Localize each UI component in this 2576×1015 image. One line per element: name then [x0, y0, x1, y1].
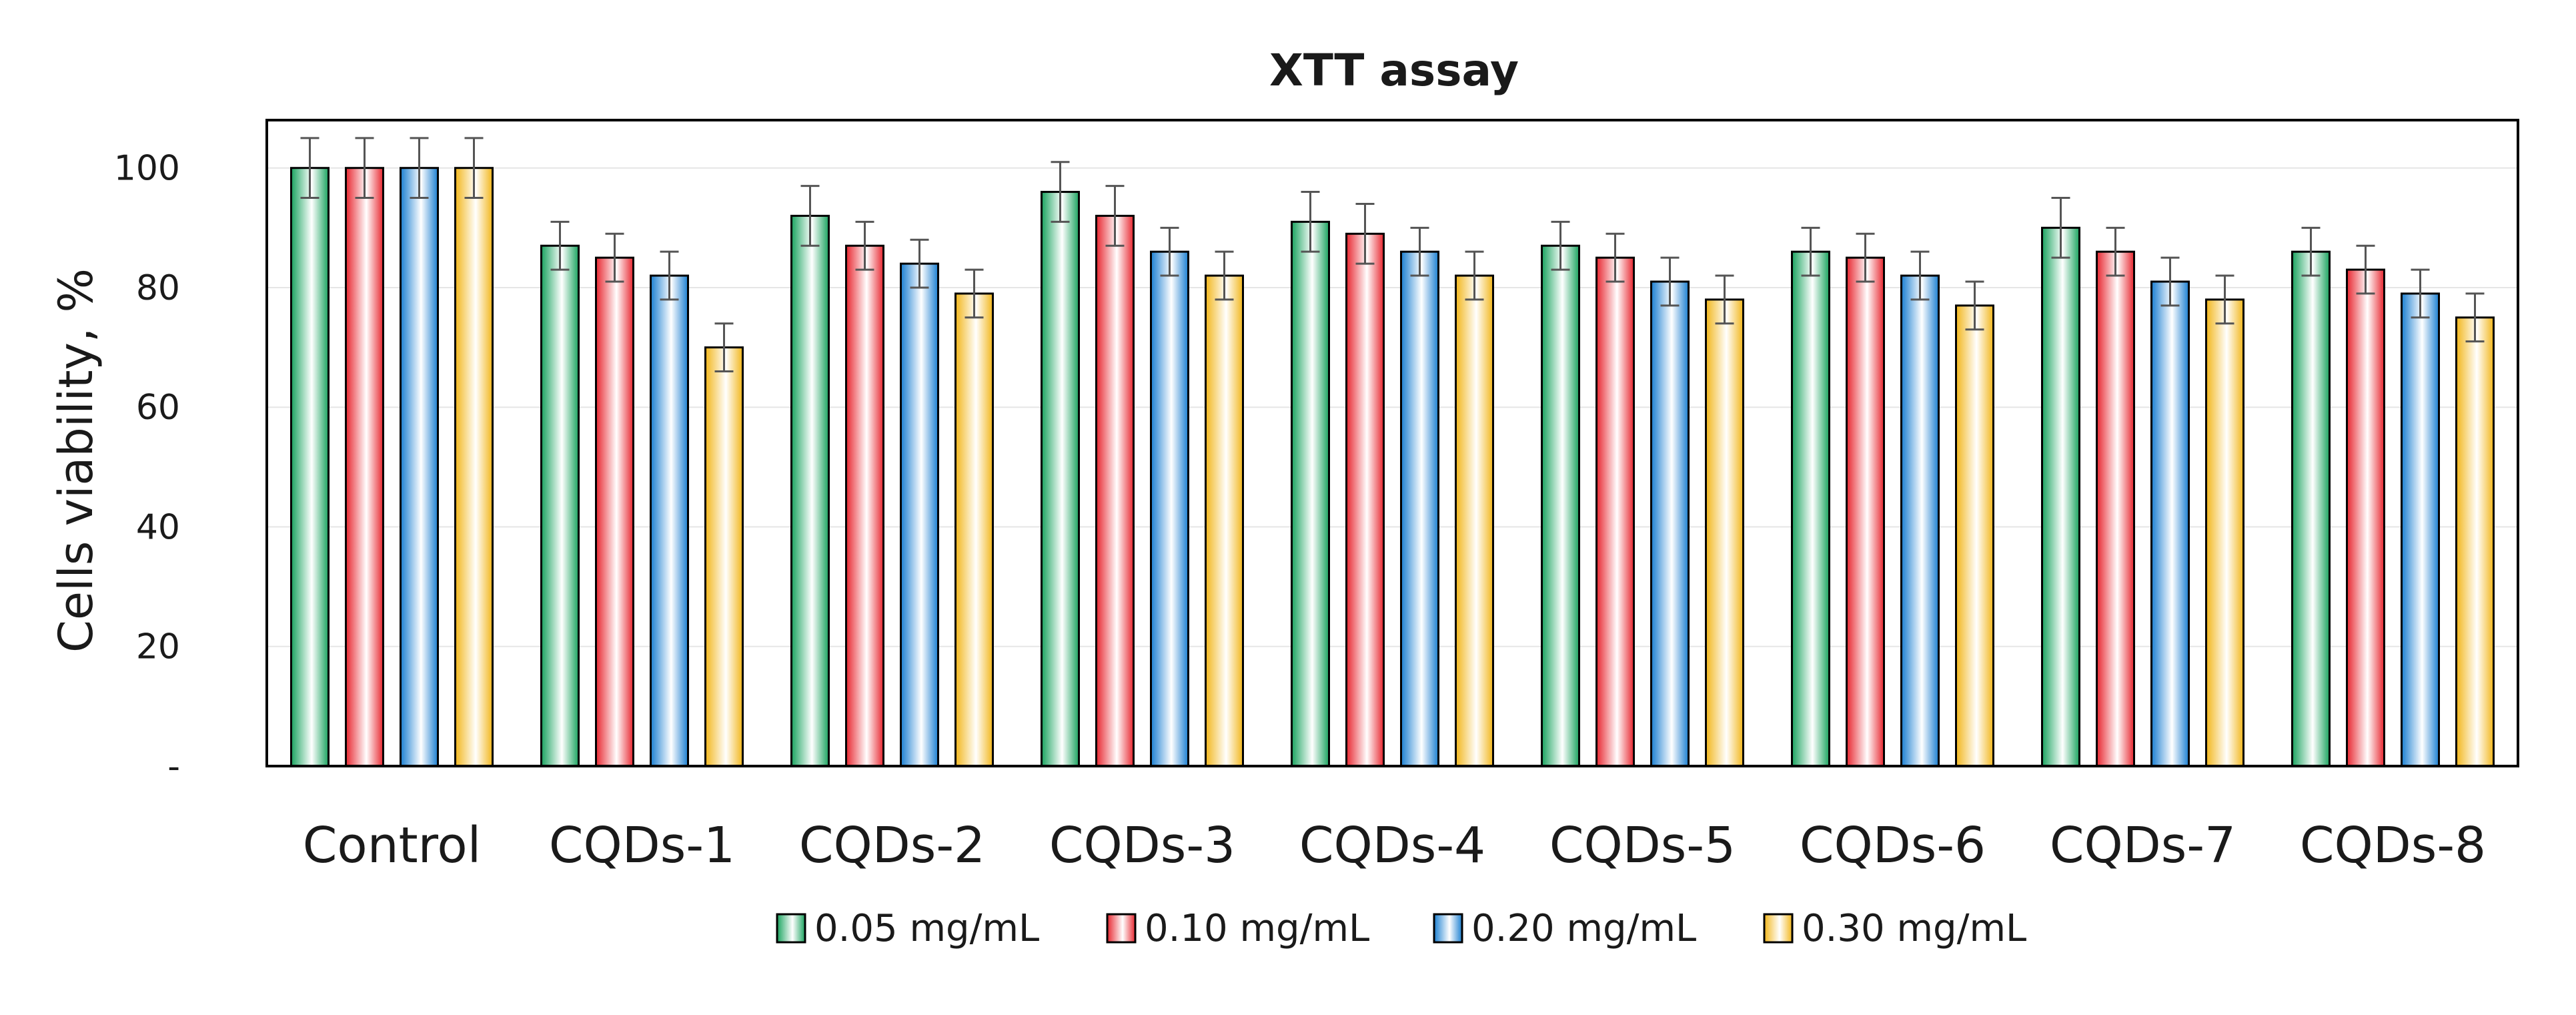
bar-control-3: [454, 167, 494, 767]
bar-cqds-3-1: [1095, 214, 1135, 767]
bar-cqds-3-3: [1205, 274, 1244, 767]
x-category-label: CQDs-6: [1800, 817, 1986, 874]
bar-cqds-7-1: [2096, 250, 2135, 767]
legend-swatch: [776, 913, 806, 944]
y-tick-label: 60: [136, 388, 180, 428]
x-category-labels: Control CQDs-1 CQDs-2 CQDs-3 CQDs-4 CQDs-5 CQD…: [303, 817, 2486, 874]
bar-cqds-2-0: [790, 214, 830, 767]
bar-cqds-4-0: [1291, 220, 1330, 767]
x-category-label: CQDs-3: [1049, 817, 1235, 874]
legend-label: 0.10 mg/mL: [1145, 907, 1369, 950]
bar-cqds-1-1: [595, 256, 634, 767]
legend-item: 0.20 mg/mL: [1433, 907, 1696, 950]
legend-item: 0.10 mg/mL: [1106, 907, 1369, 950]
bar-cqds-1-2: [650, 274, 689, 767]
bar-cqds-5-0: [1541, 244, 1580, 767]
bar-cqds-3-0: [1041, 191, 1080, 767]
bar-cqds-7-2: [2150, 280, 2190, 767]
x-category-label: CQDs-1: [549, 817, 735, 874]
bar-cqds-2-3: [954, 292, 994, 767]
y-tick-label: -: [167, 747, 180, 787]
bar-cqds-1-3: [704, 346, 744, 767]
bar-cqds-3-2: [1150, 250, 1189, 767]
bar-series: [290, 137, 2495, 767]
x-category-label: CQDs-7: [2050, 817, 2236, 874]
legend-swatch: [1763, 913, 1794, 944]
x-category-label: CQDs-5: [1549, 817, 1736, 874]
bar-control-1: [345, 167, 384, 767]
legend-label: 0.05 mg/mL: [814, 907, 1039, 950]
legend-swatch: [1433, 913, 1463, 944]
bar-cqds-4-2: [1400, 250, 1439, 767]
x-category-label: CQDs-4: [1299, 817, 1485, 874]
y-axis-label: Cells viability, %: [49, 268, 103, 653]
plot-area-frame: [265, 119, 2519, 767]
legend-label: 0.20 mg/mL: [1471, 907, 1696, 950]
gridlines: [267, 167, 2518, 647]
x-category-label: CQDs-8: [2300, 817, 2486, 874]
bar-cqds-2-1: [845, 244, 884, 767]
bar-cqds-5-2: [1650, 280, 1690, 767]
bar-cqds-6-0: [1791, 250, 1830, 767]
legend-item: 0.30 mg/mL: [1763, 907, 2026, 950]
bar-cqds-4-3: [1455, 274, 1494, 767]
bar-cqds-6-1: [1846, 256, 1885, 767]
y-tick-label: 80: [136, 268, 180, 308]
bar-cqds-8-3: [2455, 316, 2495, 767]
bar-control-2: [400, 167, 439, 767]
x-category-label: CQDs-2: [799, 817, 985, 874]
bar-cqds-7-3: [2205, 298, 2244, 767]
bar-cqds-8-2: [2401, 292, 2440, 767]
bar-cqds-5-1: [1595, 256, 1635, 767]
bar-cqds-8-0: [2291, 250, 2331, 767]
y-tick-labels: - 20 40 60 80 100: [114, 149, 180, 787]
y-tick-label: 20: [136, 627, 180, 667]
legend-swatch: [1106, 913, 1137, 944]
x-category-label: Control: [303, 817, 482, 874]
bar-cqds-1-0: [540, 244, 580, 767]
bar-control-0: [290, 167, 330, 767]
chart-title: XTT assay: [1269, 45, 1519, 96]
bar-cqds-4-1: [1345, 232, 1385, 767]
y-tick-label: 100: [114, 149, 180, 189]
legend: 0.05 mg/mL 0.10 mg/mL 0.20 mg/mL 0.30 mg/mL: [776, 907, 2026, 950]
bar-cqds-5-3: [1705, 298, 1744, 767]
bar-cqds-2-2: [900, 262, 939, 767]
bar-cqds-7-0: [2041, 226, 2080, 767]
bar-cqds-8-1: [2346, 268, 2385, 767]
legend-label: 0.30 mg/mL: [1802, 907, 2026, 950]
bar-cqds-6-3: [1955, 304, 1994, 767]
y-tick-label: 40: [136, 507, 180, 547]
bar-cqds-6-2: [1900, 274, 1940, 767]
legend-item: 0.05 mg/mL: [776, 907, 1039, 950]
